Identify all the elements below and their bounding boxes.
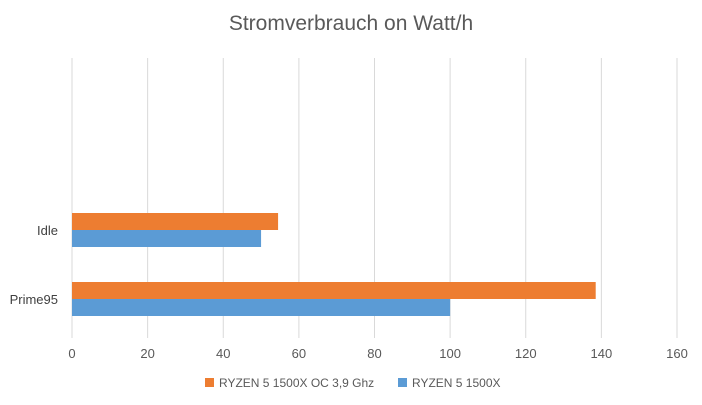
legend-swatch bbox=[205, 378, 214, 387]
chart-title: Stromverbrauch on Watt/h bbox=[229, 12, 473, 35]
x-tick-label: 20 bbox=[140, 346, 154, 361]
x-tick-label: 80 bbox=[367, 346, 381, 361]
bar-idle-series-0 bbox=[72, 213, 279, 230]
bar-prime95-series-0 bbox=[72, 282, 596, 299]
bars bbox=[72, 213, 596, 316]
legend: RYZEN 5 1500X OC 3,9 Ghz RYZEN 5 1500X bbox=[205, 376, 501, 390]
legend-swatch bbox=[398, 378, 407, 387]
category-label: Idle bbox=[37, 223, 58, 238]
x-tick-label: 40 bbox=[216, 346, 230, 361]
y-axis: Idle Prime95 bbox=[10, 223, 58, 307]
x-tick-label: 100 bbox=[439, 346, 461, 361]
gridlines bbox=[71, 58, 678, 338]
x-axis-ticks: 0 20 40 60 80 100 120 140 160 bbox=[68, 346, 687, 361]
x-tick-label: 120 bbox=[515, 346, 537, 361]
category-label: Prime95 bbox=[10, 292, 58, 307]
x-tick-label: 160 bbox=[666, 346, 688, 361]
bar-prime95-series-1 bbox=[72, 299, 451, 316]
x-tick-label: 0 bbox=[68, 346, 75, 361]
legend-label: RYZEN 5 1500X bbox=[412, 376, 501, 390]
bar-idle-series-1 bbox=[72, 230, 262, 247]
x-tick-label: 60 bbox=[292, 346, 306, 361]
x-tick-label: 140 bbox=[591, 346, 613, 361]
legend-label: RYZEN 5 1500X OC 3,9 Ghz bbox=[219, 376, 374, 390]
